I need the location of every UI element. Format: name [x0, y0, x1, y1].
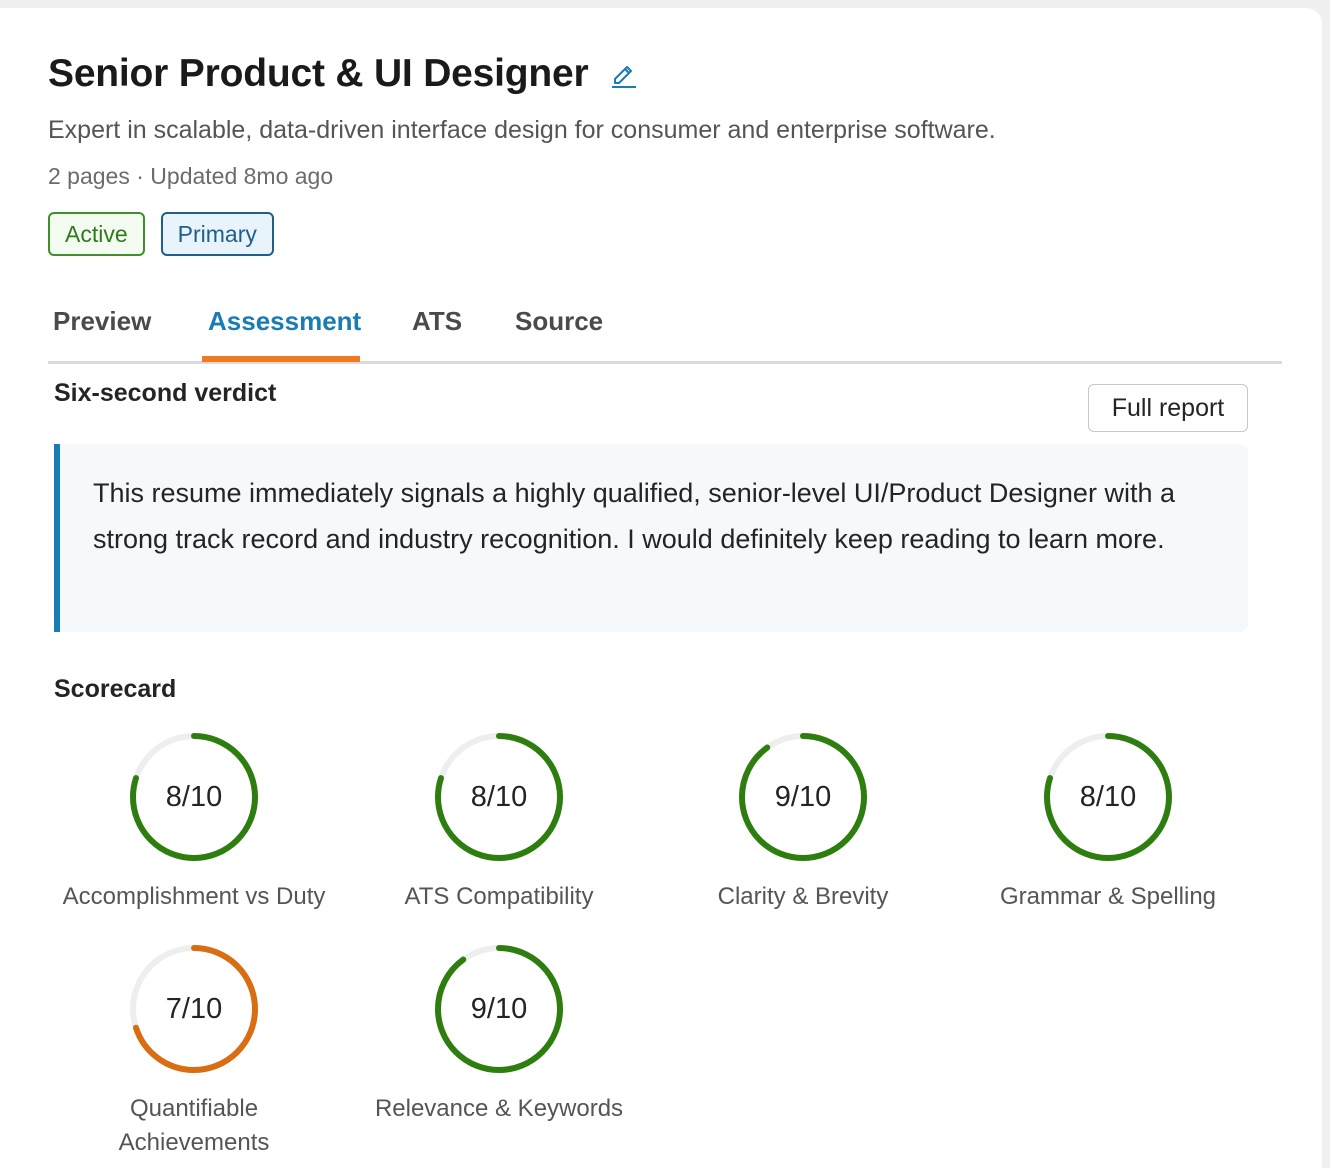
score-item: 8/10 ATS Compatibility: [349, 732, 649, 914]
score-item: 8/10 Accomplishment vs Duty: [44, 732, 344, 914]
tab-assessment[interactable]: Assessment: [208, 306, 362, 336]
score-ring: 8/10: [129, 732, 259, 862]
tab-source[interactable]: Source: [515, 306, 604, 336]
score-item: 9/10 Clarity & Brevity: [653, 732, 953, 914]
score-value: 7/10: [165, 992, 223, 1025]
ring-progress: [130, 733, 258, 861]
verdict-text: This resume immediately signals a highly…: [93, 478, 1175, 554]
tab-preview[interactable]: Preview: [53, 306, 152, 336]
ring-progress: [130, 945, 258, 1073]
page-title: Senior Product & UI Designer: [48, 52, 589, 95]
score-value: 8/10: [165, 780, 223, 813]
score-value: 8/10: [1079, 780, 1137, 813]
full-report-button[interactable]: Full report: [1088, 384, 1248, 432]
tab-bar: Preview Assessment ATS Source: [48, 294, 1282, 364]
status-badge-active: Active: [48, 212, 145, 256]
score-value: 9/10: [470, 992, 528, 1025]
score-value: 8/10: [470, 780, 528, 813]
score-label: Clarity & Brevity: [717, 883, 889, 910]
status-badges: Active Primary: [48, 212, 274, 256]
score-label: Accomplishment vs Duty: [62, 883, 326, 910]
resume-card: Senior Product & UI Designer Expert in s…: [0, 8, 1322, 1168]
score-item: 8/10 Grammar & Spelling: [958, 732, 1258, 914]
score-label: Quantifiable Achievements: [118, 1095, 270, 1156]
tab-ats[interactable]: ATS: [412, 306, 463, 336]
resume-subtitle: Expert in scalable, data-driven interfac…: [48, 116, 996, 144]
score-ring: 9/10: [434, 944, 564, 1074]
score-item: 7/10 Quantifiable Achievements: [44, 944, 344, 1160]
ring-progress: [1044, 733, 1172, 861]
score-ring: 8/10: [1043, 732, 1173, 862]
score-value: 9/10: [774, 780, 832, 813]
ring-progress: [435, 945, 563, 1073]
score-label: Grammar & Spelling: [999, 883, 1217, 910]
score-label: Relevance & Keywords: [374, 1095, 624, 1122]
score-label: ATS Compatibility: [404, 883, 594, 910]
ring-progress: [435, 733, 563, 861]
status-badge-primary: Primary: [160, 212, 274, 256]
score-item: 9/10 Relevance & Keywords: [349, 944, 649, 1126]
score-ring: 9/10: [738, 732, 868, 862]
scorecard-heading: Scorecard: [54, 675, 177, 703]
score-ring: 8/10: [434, 732, 564, 862]
pencil-icon[interactable]: [609, 59, 639, 89]
title-row: Senior Product & UI Designer: [48, 52, 639, 96]
score-ring: 7/10: [129, 944, 259, 1074]
verdict-callout: This resume immediately signals a highly…: [54, 444, 1248, 632]
active-tab-indicator: [202, 356, 360, 362]
resume-meta: 2 pages · Updated 8mo ago: [48, 163, 334, 189]
ring-progress: [739, 733, 867, 861]
verdict-heading: Six-second verdict: [54, 379, 277, 407]
